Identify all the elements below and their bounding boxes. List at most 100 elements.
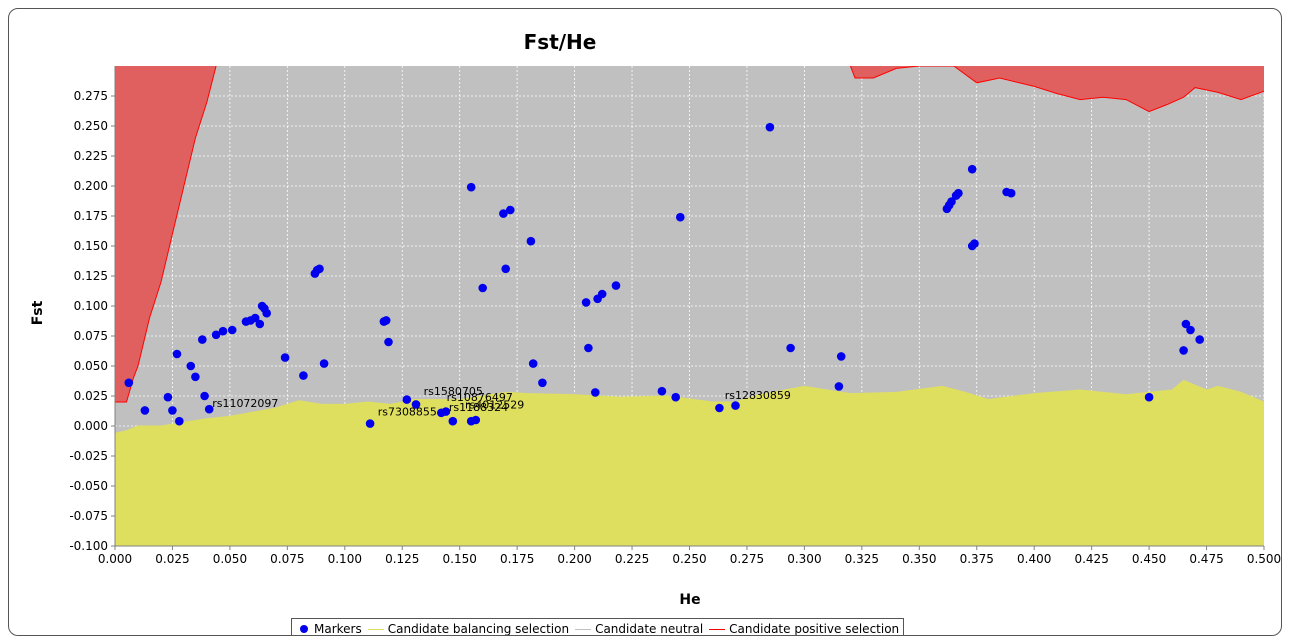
y-axis-label: Fst [30,300,46,325]
positive-boundary-top [849,66,1264,113]
marker-point [172,349,182,359]
x-tick-label: 0.150 [443,552,477,566]
axes: -0.100 -0.075 -0.050 -0.025 0.000 0.025 0.050 0… [69,66,1281,566]
marker-point [947,197,956,206]
marker-point [186,361,196,371]
marker-point [315,264,324,274]
marker-point [168,406,177,415]
marker-point [140,406,150,415]
x-tick-label: 0.075 [270,552,304,566]
y-tick-label: 0.100 [74,299,108,313]
balancing-region [115,379,1264,546]
marker-point [581,298,591,307]
chart-title: Fst/He [524,30,597,54]
marker-point [1006,188,1016,198]
marker-point [402,395,412,404]
marker-point [528,359,538,368]
marker-point [1195,335,1204,344]
marker-point [967,164,977,174]
marker-points [124,122,1204,428]
y-tick-label: 0.175 [74,209,108,223]
y-tick-label: -0.075 [69,509,108,523]
marker-dot-icon [300,625,308,633]
y-tick-label: -0.025 [69,449,108,463]
marker-point [954,188,963,198]
legend-item-balancing: Candidate balancing selection [367,622,569,635]
marker-point [1181,319,1191,329]
marker-point [1179,346,1188,355]
marker-point [786,343,795,353]
marker-label: rs1580705 [424,385,483,398]
marker-labels: rs11072097rs7308855rs1580705rs10876497rs… [212,385,791,418]
marker-point [501,264,511,274]
plot-area [115,66,1264,546]
legend: Markers Candidate balancing selection Ca… [291,618,905,636]
marker-point [526,236,536,246]
marker-point [970,239,979,248]
marker-point [611,281,621,290]
marker-point [211,330,221,340]
marker-point [280,353,290,362]
y-tick-label: -0.050 [69,479,108,493]
marker-point [506,205,515,215]
y-tick-label: 0.050 [74,359,108,373]
legend-item-neutral: Candidate neutral [575,622,704,636]
x-tick-label: 0.275 [730,552,764,566]
marker-point [765,122,775,132]
marker-point [834,382,844,391]
y-tick-label: 0.075 [74,329,108,343]
x-axis-label: He [679,592,700,608]
marker-point [255,319,265,329]
y-tick-label: 0.275 [74,89,108,103]
y-tick-label: 0.250 [74,119,108,133]
marker-point [597,289,607,299]
marker-point [191,372,200,382]
marker-point [466,182,476,192]
marker-point [250,313,260,323]
marker-point [676,212,685,222]
marker-point [671,392,680,402]
marker-point [204,404,214,414]
marker-point [499,209,508,218]
y-tick-label: 0.225 [74,149,108,163]
y-tick-label: -0.100 [69,539,108,553]
marker-point [1144,392,1154,402]
marker-point [731,401,740,410]
marker-point [175,416,184,426]
marker-label: rs1188324 [449,401,508,414]
y-tick-label: 0.200 [74,179,108,193]
marker-point [262,308,271,318]
gray-line-icon [575,628,592,630]
positive-region-top [850,66,1264,112]
marker-point [478,283,488,293]
plot-regions [115,66,1264,546]
marker-point [836,352,846,361]
marker-point [227,325,237,335]
legend-label-positive: Candidate positive selection [729,622,900,636]
x-tick-label: 0.350 [902,552,936,566]
x-tick-label: 0.300 [787,552,821,566]
marker-point [715,403,724,413]
x-tick-label: 0.200 [557,552,591,566]
y-tick-label: 0.025 [74,389,108,403]
marker-point [411,400,421,409]
x-tick-label: 0.175 [500,552,534,566]
x-tick-label: 0.400 [1017,552,1051,566]
marker-point [218,326,228,336]
marker-point [1186,325,1195,335]
x-tick-label: 0.000 [98,552,132,566]
legend-item-markers: Markers [296,622,362,635]
chart-canvas: Fst/He -0.100 -0.075 -0.050 -0.025 0.000 0.02… [30,30,1281,608]
x-tick-label: 0.100 [328,552,362,566]
marker-point [591,388,600,397]
marker-point [381,316,391,325]
marker-point [471,415,481,425]
marker-point [200,391,209,401]
x-tick-label: 0.050 [213,552,247,566]
marker-point [538,378,547,388]
marker-label: rs10876497 [447,391,513,404]
legend-label-neutral: Candidate neutral [595,622,704,636]
marker-label: rs7308855 [378,406,437,419]
marker-point [163,392,173,402]
red-line-icon [709,628,726,630]
